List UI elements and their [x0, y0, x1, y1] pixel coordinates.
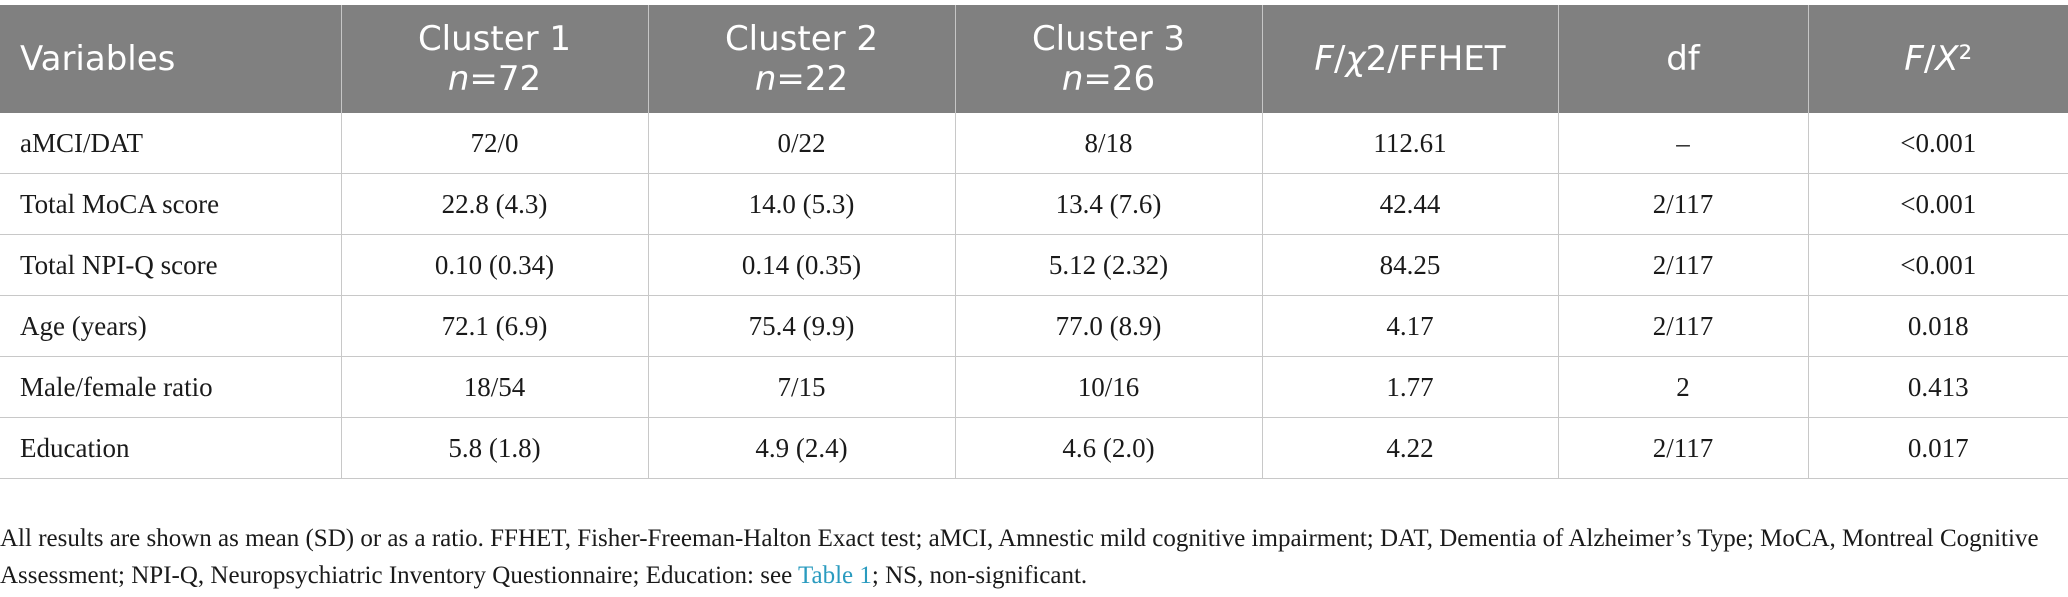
table-cell: 22.8 (4.3) [341, 173, 649, 235]
header-text: 2/FFHET [1365, 39, 1506, 79]
header-text: df [1666, 39, 1700, 79]
header-text: Variables [20, 39, 176, 79]
table-cell: 4.22 [1262, 417, 1559, 479]
table-cell: 0/22 [648, 113, 956, 174]
header-text: =26 [1083, 59, 1156, 99]
row-label: Age (years) [0, 295, 342, 357]
table-cell: 72.1 (6.9) [341, 295, 649, 357]
table-cell: 2/117 [1558, 234, 1809, 296]
table-cell: 1.77 [1262, 356, 1559, 418]
column-header: Cluster 1 n=72 [341, 5, 649, 113]
header-line: Cluster 2 [669, 19, 935, 59]
header-line: F/X² [1829, 39, 2049, 79]
header-line: F/χ2/FFHET [1283, 39, 1538, 79]
table-cell: 13.4 (7.6) [955, 173, 1263, 235]
table-cell: 2/117 [1558, 417, 1809, 479]
table-cell: 10/16 [955, 356, 1263, 418]
table-cell: 42.44 [1262, 173, 1559, 235]
column-header: df [1558, 5, 1809, 113]
header-line: df [1579, 39, 1788, 79]
table-cell: – [1558, 113, 1809, 174]
table-cell: 8/18 [955, 113, 1263, 174]
column-header: F/X² [1808, 5, 2068, 113]
header-text: Cluster 1 [417, 19, 572, 59]
header-text: χ [1345, 39, 1366, 79]
table-cell: <0.001 [1808, 234, 2068, 296]
table-header-row: Variables Cluster 1 n=72 Cluster 2 n=22 Clust… [0, 5, 2068, 113]
table-row: Male/female ratio 18/54 7/15 10/16 1.77 2 0.41… [0, 356, 2068, 418]
column-header: F/χ2/FFHET [1262, 5, 1559, 113]
table-cell: 77.0 (8.9) [955, 295, 1263, 357]
header-text: Cluster 3 [1031, 19, 1186, 59]
table-cell: 5.8 (1.8) [341, 417, 649, 479]
table-cell: 0.10 (0.34) [341, 234, 649, 296]
header-line: n=72 [362, 59, 628, 99]
table-row: Total NPI-Q score 0.10 (0.34) 0.14 (0.35) 5… [0, 234, 2068, 296]
table-cell: 0.017 [1808, 417, 2068, 479]
table-cell: 5.12 (2.32) [955, 234, 1263, 296]
table-cell: 2/117 [1558, 295, 1809, 357]
header-line: Variables [20, 39, 321, 79]
header-line: n=26 [976, 59, 1242, 99]
table-cell: 112.61 [1262, 113, 1559, 174]
row-label: aMCI/DAT [0, 113, 342, 174]
footnote-text-end: ; NS, non-significant. [871, 562, 1088, 589]
table-cell: 0.018 [1808, 295, 2068, 357]
row-label: Male/female ratio [0, 356, 342, 418]
table-1-link[interactable]: Table 1 [797, 562, 872, 589]
table-cell: 4.6 (2.0) [955, 417, 1263, 479]
table-cell: 75.4 (9.9) [648, 295, 956, 357]
table-row: Education 5.8 (1.8) 4.9 (2.4) 4.6 (2.0) 4.22… [0, 417, 2068, 479]
table-cell: <0.001 [1808, 173, 2068, 235]
table-cell: 4.9 (2.4) [648, 417, 956, 479]
header-text: F [1904, 39, 1924, 79]
row-label: Education [0, 417, 342, 479]
header-line: n=22 [669, 59, 935, 99]
column-header: Variables [0, 5, 342, 113]
header-text: =22 [776, 59, 849, 99]
table-cell: 2 [1558, 356, 1809, 418]
header-text: F [1314, 39, 1334, 79]
row-label: Total MoCA score [0, 173, 342, 235]
table-cell: 0.413 [1808, 356, 2068, 418]
table-cell: 0.14 (0.35) [648, 234, 956, 296]
header-text: =72 [469, 59, 542, 99]
table-cell: 7/15 [648, 356, 956, 418]
header-text: n [447, 59, 470, 99]
table-footnote: All results are shown as mean (SD) or as… [0, 520, 2068, 594]
header-text: / [1923, 39, 1936, 79]
table-cell: 84.25 [1262, 234, 1559, 296]
header-text: Cluster 2 [724, 19, 879, 59]
table-cell: 14.0 (5.3) [648, 173, 956, 235]
results-table: Variables Cluster 1 n=72 Cluster 2 n=22 Clust… [0, 5, 2068, 479]
header-text: ² [1958, 39, 1973, 79]
table-row: aMCI/DAT 72/0 0/22 8/18 112.61– <0.001 [0, 113, 2068, 174]
table-cell: 72/0 [341, 113, 649, 174]
table-row: Age (years) 72.1 (6.9) 75.4 (9.9) 77.0 (8.9… [0, 295, 2068, 357]
header-text: X [1935, 39, 1959, 79]
column-header: Cluster 2 n=22 [648, 5, 956, 113]
header-text: / [1333, 39, 1346, 79]
table-cell: 18/54 [341, 356, 649, 418]
table-cell: 2/117 [1558, 173, 1809, 235]
table-cell: 4.17 [1262, 295, 1559, 357]
header-line: Cluster 3 [976, 19, 1242, 59]
table-row: Total MoCA score 22.8 (4.3) 14.0 (5.3) 13.4… [0, 173, 2068, 235]
column-header: Cluster 3 n=26 [955, 5, 1263, 113]
header-line: Cluster 1 [362, 19, 628, 59]
header-text: n [1061, 59, 1084, 99]
row-label: Total NPI-Q score [0, 234, 342, 296]
header-text: n [754, 59, 777, 99]
table-cell: <0.001 [1808, 113, 2068, 174]
table-body: aMCI/DAT 72/0 0/22 8/18 112.61– <0.001 Total M… [0, 113, 2068, 479]
footnote-text: All results are shown as mean (SD) or as… [0, 525, 2039, 589]
